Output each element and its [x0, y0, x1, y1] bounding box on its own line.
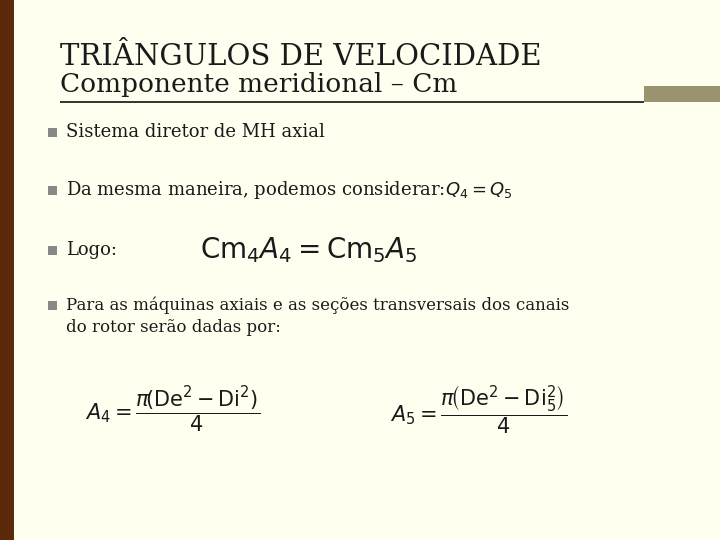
- Text: $A_4 = \dfrac{\pi\!\left(\mathrm{De}^2 - \mathrm{Di}^2\right)}{4}$: $A_4 = \dfrac{\pi\!\left(\mathrm{De}^2 -…: [85, 384, 260, 435]
- Text: Para as máquinas axiais e as seções transversais dos canais: Para as máquinas axiais e as seções tran…: [66, 296, 570, 314]
- Text: do rotor serão dadas por:: do rotor serão dadas por:: [66, 319, 281, 335]
- Bar: [48, 127, 57, 137]
- Bar: [0, 0, 14, 540]
- Bar: [48, 300, 57, 309]
- Text: Da mesma maneira, podemos considerar:$Q_4 = Q_5$: Da mesma maneira, podemos considerar:$Q_…: [66, 179, 513, 201]
- Bar: [48, 246, 57, 254]
- Text: Sistema diretor de MH axial: Sistema diretor de MH axial: [66, 123, 325, 141]
- Bar: [48, 186, 57, 194]
- Text: TRIÂNGULOS DE VELOCIDADE: TRIÂNGULOS DE VELOCIDADE: [60, 43, 541, 71]
- Text: Logo:: Logo:: [66, 241, 117, 259]
- Bar: [644, 86, 720, 102]
- Text: Componente meridional – Cm: Componente meridional – Cm: [60, 72, 457, 97]
- Text: $\mathrm{Cm}_4 A_4 = \mathrm{Cm}_5 A_5$: $\mathrm{Cm}_4 A_4 = \mathrm{Cm}_5 A_5$: [200, 235, 418, 265]
- Text: $A_5 = \dfrac{\pi\!\left(\mathrm{De}^2 - \mathrm{Di}_5^2\right)}{4}$: $A_5 = \dfrac{\pi\!\left(\mathrm{De}^2 -…: [390, 383, 567, 437]
